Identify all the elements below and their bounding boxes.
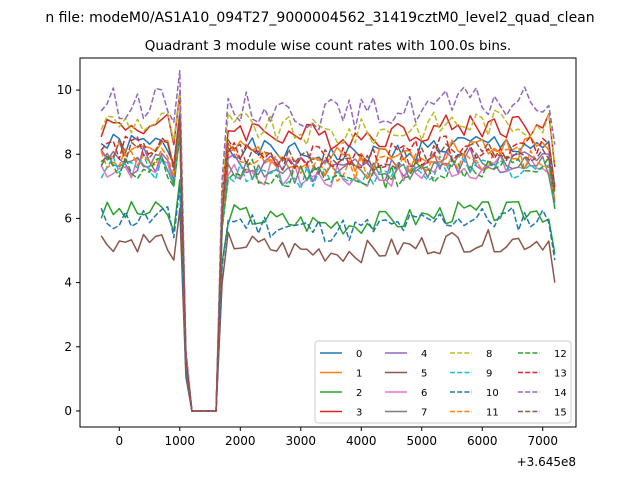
legend-label-15: 15 [554, 408, 567, 419]
x-tick-label: 3000 [286, 434, 317, 448]
x-offset-label: +3.645e8 [517, 455, 576, 469]
chart-title: Quadrant 3 module wise count rates with … [145, 38, 511, 54]
legend-label-4: 4 [421, 349, 427, 360]
legend-label-14: 14 [554, 388, 567, 399]
x-tick-label: 5000 [406, 434, 437, 448]
y-tick-label: 6 [64, 211, 72, 225]
legend-label-8: 8 [486, 349, 492, 360]
y-tick-label: 2 [64, 340, 72, 354]
series-line-9 [100, 134, 556, 412]
legend-label-2: 2 [356, 388, 362, 399]
series-line-15 [100, 118, 556, 412]
x-tick-label: 4000 [346, 434, 377, 448]
legend-label-13: 13 [554, 369, 567, 380]
legend-label-6: 6 [421, 388, 427, 399]
suptitle: n file: modeM0/AS1A10_094T27_9000004562_… [45, 10, 594, 26]
series-line-12 [100, 134, 556, 412]
legend-label-7: 7 [421, 408, 427, 419]
x-tick-label: 1000 [165, 434, 196, 448]
series-line-5 [100, 208, 556, 412]
x-tick-label: 6000 [467, 434, 498, 448]
y-tick-label: 4 [64, 276, 72, 290]
legend-label-9: 9 [486, 369, 492, 380]
legend-label-0: 0 [356, 349, 362, 360]
legend-label-1: 1 [356, 369, 362, 380]
y-tick-label: 0 [64, 404, 72, 418]
series-line-8 [100, 89, 556, 412]
y-tick-label: 10 [57, 83, 72, 97]
axes-frame [79, 57, 577, 428]
legend-label-11: 11 [486, 408, 499, 419]
series-line-14 [100, 70, 556, 412]
legend-box [314, 340, 572, 424]
legend-label-10: 10 [486, 388, 499, 399]
legend-label-5: 5 [421, 369, 427, 380]
x-tick-label: 0 [115, 434, 123, 448]
legend-label-3: 3 [356, 408, 362, 419]
x-tick-label: 7000 [527, 434, 558, 448]
legend-label-12: 12 [554, 349, 567, 360]
y-tick-label: 8 [64, 147, 72, 161]
series-line-13 [100, 115, 556, 412]
series-line-10 [100, 185, 556, 412]
x-tick-label: 2000 [225, 434, 256, 448]
series-layer [100, 70, 556, 412]
